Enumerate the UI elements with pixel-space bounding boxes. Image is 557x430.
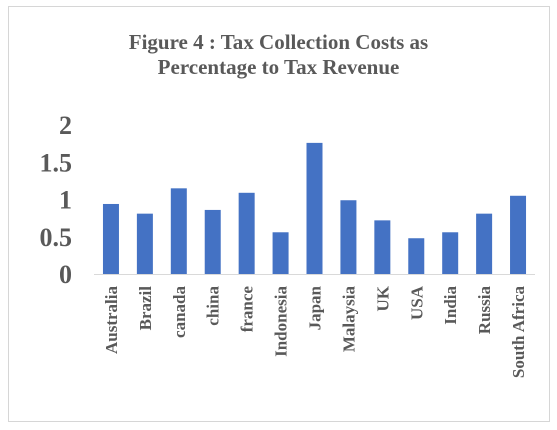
bar-india [442,232,459,274]
bar-australia [102,203,119,274]
x-tick-label: Japan [306,285,325,330]
x-tick-label: Indonesia [272,286,291,357]
chart-title: Figure 4 : Tax Collection Costs as Perce… [0,30,557,80]
x-tick-label: france [238,286,257,333]
x-tick-label: Russia [475,286,494,335]
y-tick-label: 2 [59,111,72,140]
x-axis-labels: Australia Brazil canada china france Indonesi… [102,285,528,378]
y-tick-label: 1.5 [40,148,73,177]
bar-malaysia [340,200,357,274]
bar-indonesia [272,232,289,274]
x-tick-label: Australia [102,286,121,355]
chart-frame [8,6,550,422]
y-tick-label: 0 [59,260,72,289]
x-tick-label: UK [373,285,392,311]
x-tick-label: canada [170,286,189,338]
bar-france [238,192,255,274]
bar-russia [476,213,493,274]
x-tick-label: Malaysia [339,286,358,353]
x-tick-label: India [441,286,460,325]
bar-canada [170,188,187,274]
bar-china [204,209,221,274]
bar-usa [408,238,425,274]
y-tick-label: 1 [59,186,72,215]
bars [102,142,527,274]
y-tick-label: 0.5 [40,223,73,252]
bar-uk [374,220,391,274]
bar-south-africa [510,195,527,274]
x-tick-label: Brazil [136,286,155,331]
x-tick-label: china [204,286,223,326]
x-tick-label: USA [407,285,426,320]
bar-japan [306,142,323,274]
chart-title-line-2: Percentage to Tax Revenue [157,55,400,79]
x-tick-label: South Africa [509,286,528,379]
bar-brazil [136,213,153,274]
chart-title-line-1: Figure 4 : Tax Collection Costs as [128,30,429,54]
y-axis-ticks: 0 0.5 1 1.5 2 [40,111,73,289]
